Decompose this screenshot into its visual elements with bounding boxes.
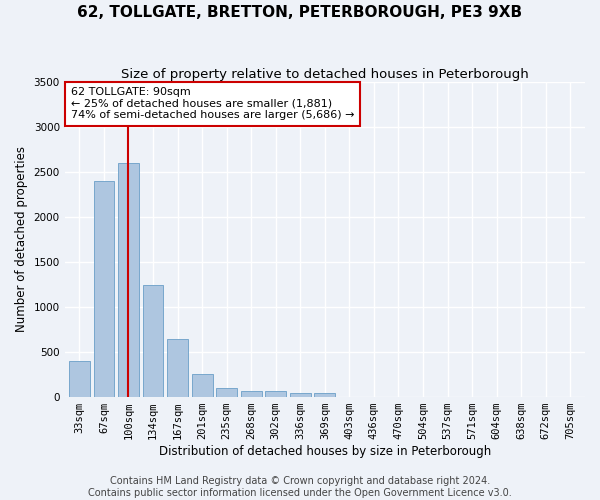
Text: 62, TOLLGATE, BRETTON, PETERBOROUGH, PE3 9XB: 62, TOLLGATE, BRETTON, PETERBOROUGH, PE3… bbox=[77, 5, 523, 20]
Bar bbox=[94, 180, 115, 396]
Bar bbox=[314, 394, 335, 396]
Bar bbox=[290, 392, 311, 396]
Bar bbox=[241, 391, 262, 396]
Title: Size of property relative to detached houses in Peterborough: Size of property relative to detached ho… bbox=[121, 68, 529, 80]
Text: Contains HM Land Registry data © Crown copyright and database right 2024.
Contai: Contains HM Land Registry data © Crown c… bbox=[88, 476, 512, 498]
Bar bbox=[118, 162, 139, 396]
Text: 62 TOLLGATE: 90sqm
← 25% of detached houses are smaller (1,881)
74% of semi-deta: 62 TOLLGATE: 90sqm ← 25% of detached hou… bbox=[71, 87, 355, 120]
Y-axis label: Number of detached properties: Number of detached properties bbox=[15, 146, 28, 332]
Bar bbox=[216, 388, 237, 396]
Bar bbox=[265, 391, 286, 396]
Bar bbox=[167, 339, 188, 396]
Bar bbox=[69, 362, 90, 396]
Bar bbox=[191, 374, 212, 396]
X-axis label: Distribution of detached houses by size in Peterborough: Distribution of detached houses by size … bbox=[159, 444, 491, 458]
Bar bbox=[143, 285, 163, 397]
